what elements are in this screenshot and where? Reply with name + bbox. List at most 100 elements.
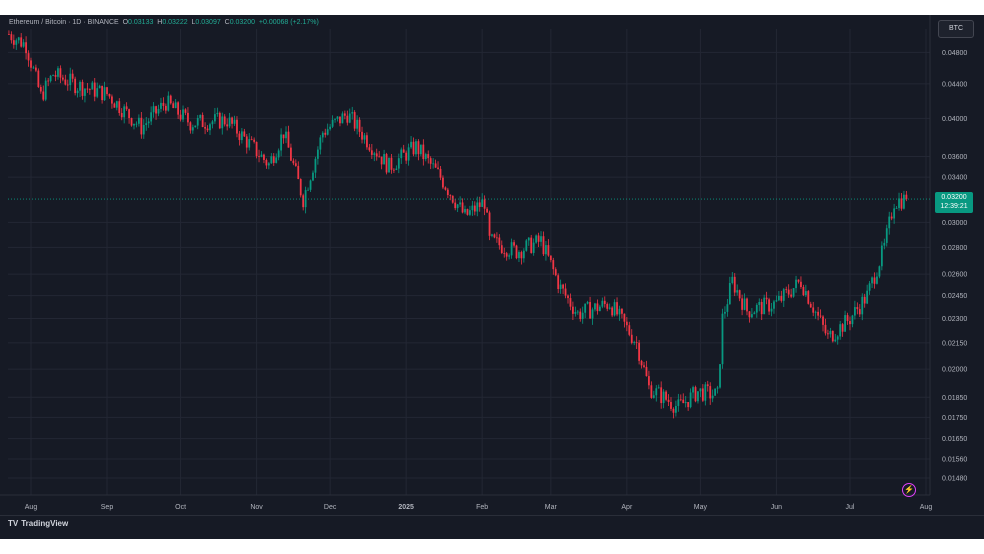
candle-body [554,269,557,276]
y-tick-label: 0.03400 [942,175,967,182]
candle-body [645,366,648,377]
candle-body [275,157,278,163]
candle-body [782,289,785,301]
candle-body [47,80,50,82]
candle-body [834,339,837,342]
candle-body [312,172,314,181]
candle-body [628,325,631,335]
candle-body [169,95,172,104]
candle-body [422,144,425,160]
candle-body [672,408,675,413]
candle-body [731,276,734,284]
bar-countdown: 12:39:21 [940,203,968,210]
candle-body [427,154,430,159]
candle-body [74,78,77,94]
y-tick-label: 0.01850 [942,395,967,402]
candle-body [625,321,628,326]
candle-body [493,234,496,238]
lightning-icon[interactable]: ⚡ [902,483,916,497]
candle-body [410,141,412,148]
candle-body [701,388,704,401]
candle-body [101,85,104,101]
candle-body [250,139,253,140]
candle-body [309,180,312,190]
x-tick-label: Feb [476,504,488,511]
candle-body [856,307,859,310]
y-tick-label: 0.01560 [942,456,967,463]
candle-body [704,384,707,401]
tradingview-footer[interactable]: TV TradingView [8,519,68,528]
candle-body [299,179,302,196]
candle-body [137,117,140,124]
candle-body [522,250,525,259]
candle-body [466,209,469,215]
candle-body [589,302,591,319]
candle-body [135,123,138,125]
candle-body [711,395,714,399]
candle-body [574,311,577,314]
candle-body [285,131,287,139]
candle-body [358,119,361,132]
candle-body [240,131,243,141]
candle-body [606,303,609,309]
candle-body [336,116,339,119]
candle-body [814,311,817,313]
candle-body [895,207,898,209]
candle-body [265,159,268,166]
candle-body [623,313,626,322]
candle-body [792,288,795,297]
candle-body [596,303,599,312]
candle-body [103,87,106,101]
candle-body [851,315,854,325]
high-label: H [157,19,163,26]
candle-body [59,68,62,78]
candle-body [361,131,363,140]
currency-button[interactable]: BTC [938,20,974,38]
candle-body [64,79,67,85]
candle-body [366,135,368,148]
candle-body [518,252,520,259]
candle-body [162,102,165,106]
candle-body [8,34,10,35]
candle-body [263,154,265,160]
candle-body [687,402,690,408]
y-tick-label: 0.03000 [942,220,967,227]
candle-body [633,342,636,343]
candle-body [334,118,336,120]
candle-body [866,290,869,304]
candle-body [841,324,844,332]
candle-body [287,131,290,148]
candle-body [407,147,410,161]
candle-body [888,216,891,229]
candle-body [500,245,503,254]
candle-body [657,387,660,389]
candle-body [61,77,64,80]
candle-body [329,126,332,130]
candle-body [35,67,37,71]
candle-body [375,153,378,157]
candle-body [613,302,616,316]
candle-body [233,119,236,124]
candle-body [827,333,829,335]
candle-body [537,235,540,242]
candle-body [768,299,770,312]
candle-body [191,127,194,131]
candle-body [196,117,199,126]
candle-body [662,391,665,404]
candlestick-chart[interactable]: 0.04800 0.04400 0.04000 0.03600 0.03400 0.030… [0,15,984,539]
candle-body [98,85,101,89]
y-tick-label: 0.01750 [942,415,967,422]
candle-body [893,208,896,219]
candle-body [797,279,800,282]
open-label: O [122,19,129,26]
candle-body [706,384,709,387]
candle-body [147,121,150,124]
chart-frame[interactable]: 0.04800 0.04400 0.04000 0.03600 0.03400 0.030… [0,15,984,539]
candle-body [71,73,74,79]
candle-body [746,298,748,312]
candle-body [140,117,143,135]
candle-body [824,324,827,334]
x-tick-label: Oct [175,504,186,511]
candle-body [853,307,856,316]
x-tick-label: May [694,504,708,511]
